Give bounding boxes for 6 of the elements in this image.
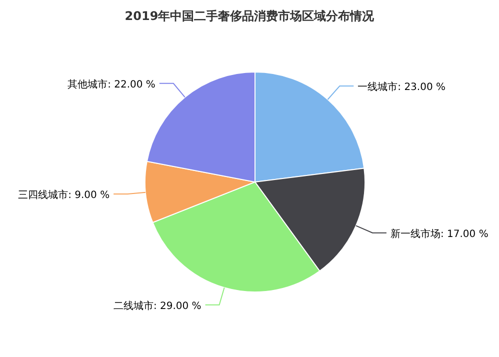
slice-label: 新一线市场: 17.00 % <box>390 228 488 240</box>
slice-label: 其他城市: 22.00 % <box>68 78 156 90</box>
slice-label: 三四线城市: 9.00 % <box>18 189 110 202</box>
chart-title: 2019年中国二手奢侈品消费市场区域分布情况 <box>124 9 376 23</box>
slice-label: 二线城市: 29.00 % <box>113 300 202 312</box>
slice-label: 一线城市: 23.00 % <box>358 80 446 93</box>
